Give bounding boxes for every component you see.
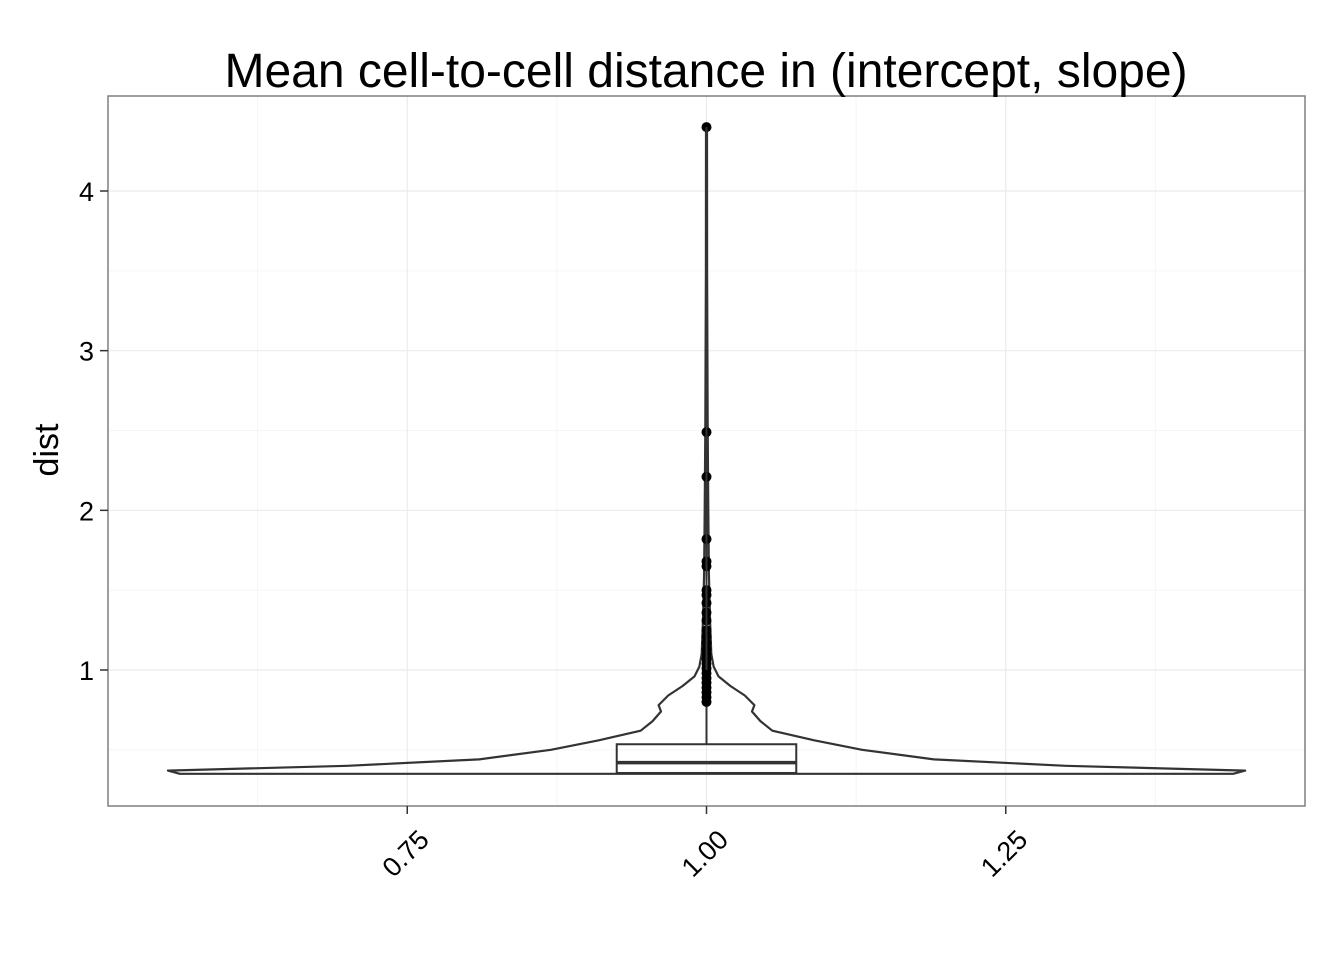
y-tick-label: 4 [79,177,94,207]
outlier-points [701,122,712,707]
chart-title: Mean cell-to-cell distance in (intercept… [224,45,1187,98]
y-axis-label: dist [28,423,66,476]
y-tick-label: 3 [79,337,94,367]
boxplot-layer [615,701,798,774]
y-tick-label: 2 [79,496,94,526]
y-tick-label: 1 [79,656,94,686]
box-iqr [615,743,798,774]
